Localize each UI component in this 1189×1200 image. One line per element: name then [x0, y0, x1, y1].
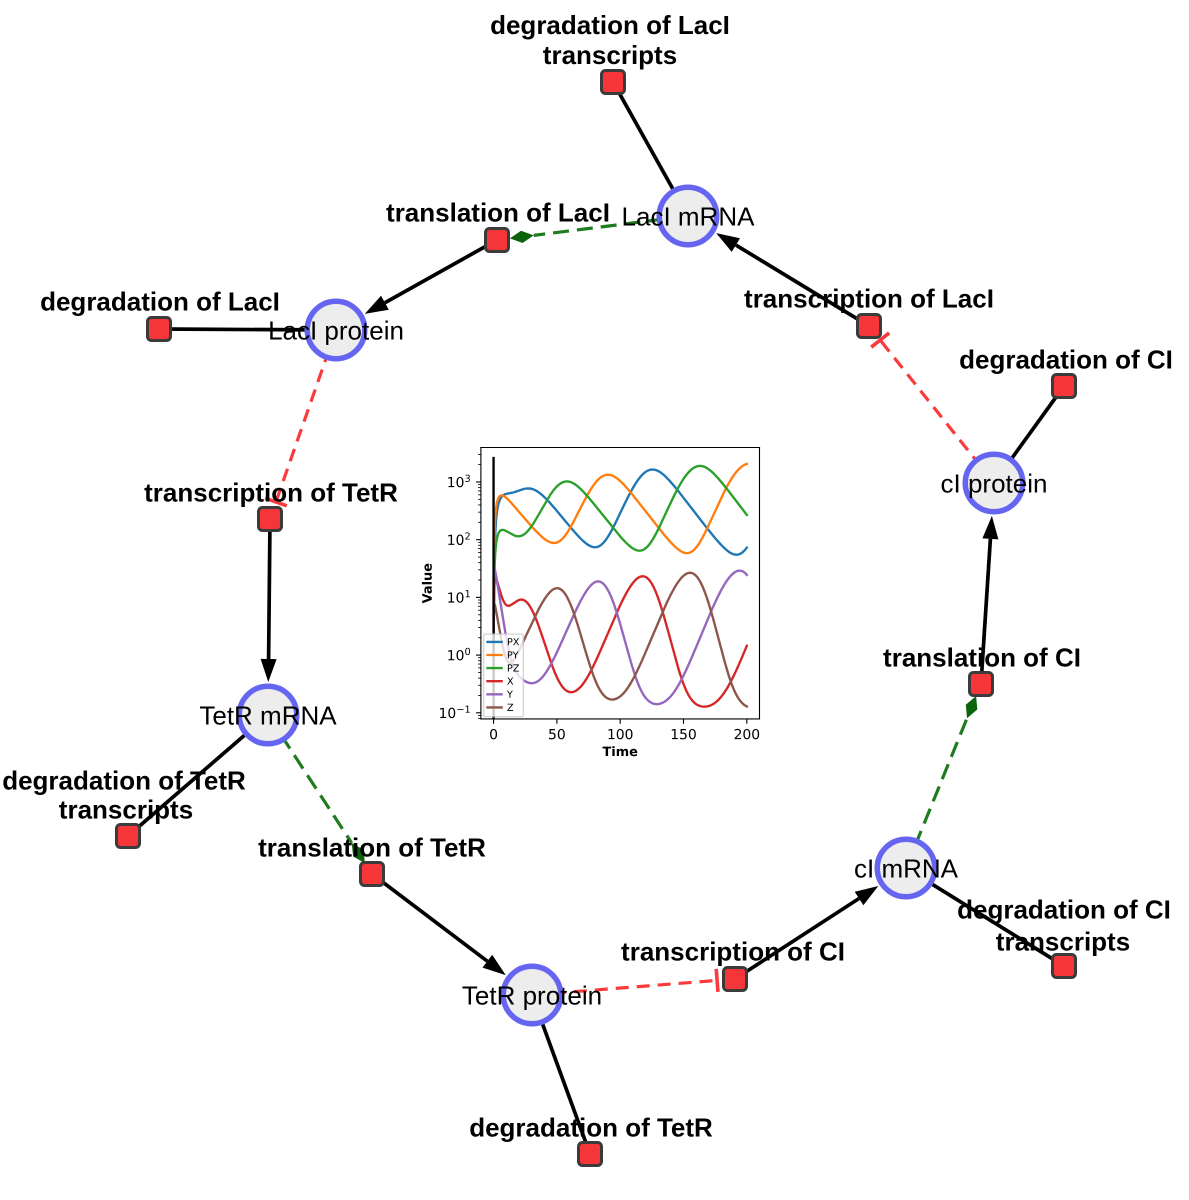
svg-text:transcripts: transcripts [543, 40, 677, 70]
svg-text:degradation of CI: degradation of CI [957, 894, 1171, 924]
svg-text:cI mRNA: cI mRNA [854, 853, 959, 883]
svg-text:degradation of LacI: degradation of LacI [490, 10, 730, 40]
svg-text:transcription of TetR: transcription of TetR [144, 477, 398, 507]
svg-text:cI protein: cI protein [941, 468, 1048, 498]
svg-text:translation of LacI: translation of LacI [386, 197, 610, 227]
svg-text:transcripts: transcripts [996, 926, 1130, 956]
svg-text:transcription of LacI: transcription of LacI [744, 283, 994, 313]
svg-text:translation of CI: translation of CI [883, 642, 1081, 672]
svg-text:degradation of CI: degradation of CI [959, 344, 1173, 374]
svg-text:TetR mRNA: TetR mRNA [199, 700, 337, 730]
svg-text:LacI protein: LacI protein [268, 315, 404, 345]
svg-text:degradation of TetR: degradation of TetR [2, 765, 246, 795]
svg-text:transcription of CI: transcription of CI [621, 936, 845, 966]
svg-text:degradation of TetR: degradation of TetR [469, 1112, 713, 1142]
svg-text:TetR protein: TetR protein [462, 980, 602, 1010]
svg-text:LacI mRNA: LacI mRNA [622, 201, 756, 231]
svg-text:degradation of LacI: degradation of LacI [40, 286, 280, 316]
svg-text:translation of TetR: translation of TetR [258, 832, 486, 862]
svg-text:transcripts: transcripts [59, 794, 193, 824]
